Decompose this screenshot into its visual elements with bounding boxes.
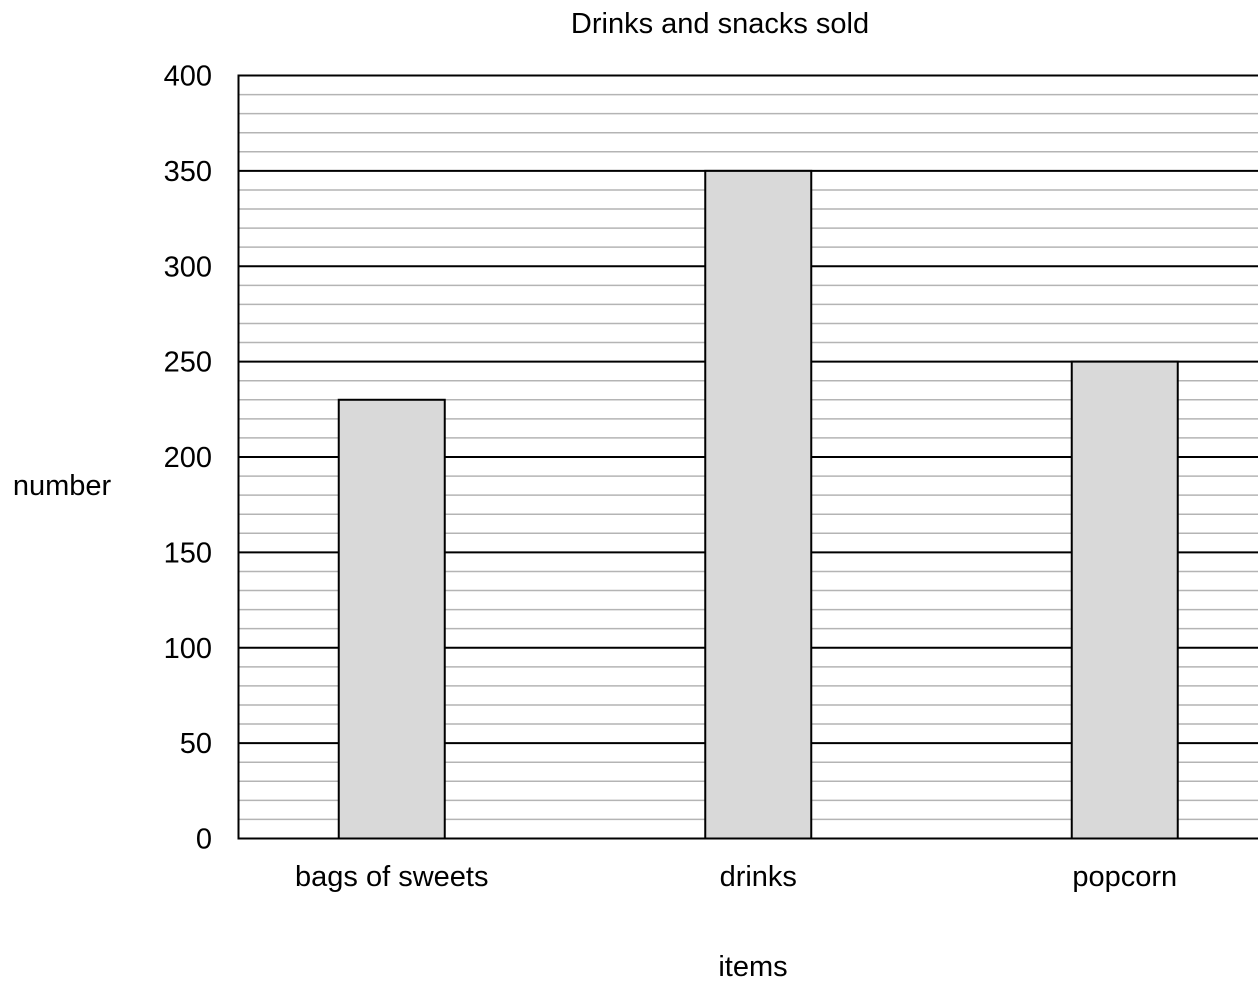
y-axis-label: number — [13, 470, 112, 502]
plot-frame — [237, 74, 1258, 840]
y-tick-label: 150 — [164, 537, 212, 569]
bar-bags-of-sweets — [337, 398, 446, 840]
x-axis-label: items — [718, 951, 787, 983]
y-tick-label: 300 — [164, 251, 212, 283]
y-tick-label: 350 — [164, 156, 212, 188]
x-tick-label: popcorn — [1072, 861, 1177, 893]
x-axis-ticks: bags of sweets drinks popcorn — [295, 861, 1177, 893]
y-tick-label: 200 — [164, 442, 212, 474]
x-tick-label: drinks — [720, 861, 797, 893]
bars — [337, 169, 1179, 840]
chart-title: Drinks and snacks sold — [571, 8, 869, 40]
y-tick-label: 400 — [164, 61, 212, 93]
y-axis-ticks: 0 50 100 150 200 250 300 350 400 — [164, 61, 212, 856]
y-tick-label: 100 — [164, 633, 212, 665]
y-tick-label: 250 — [164, 347, 212, 379]
bar-drinks — [704, 169, 813, 840]
y-tick-label: 50 — [180, 728, 212, 760]
y-tick-label: 0 — [196, 824, 212, 856]
bar-popcorn — [1070, 360, 1179, 840]
x-tick-label: bags of sweets — [295, 861, 488, 893]
